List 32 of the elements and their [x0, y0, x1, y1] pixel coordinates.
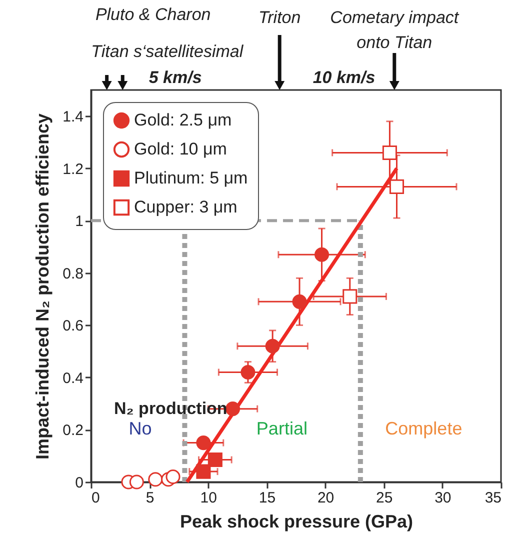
x-tick-label: 10: [200, 490, 217, 506]
x-axis-title: Peak shock pressure (GPa): [180, 512, 414, 532]
legend-label: Plutinum: 5 μm: [134, 168, 248, 188]
x-tick-label: 15: [258, 490, 276, 506]
text: Cometary impact onto Titan: [330, 8, 460, 52]
annotation: No: [128, 418, 152, 439]
text: Titan s‘satellitesimal: [91, 42, 244, 61]
y-tick-label: 0.4: [62, 370, 84, 387]
y-axis-title: Impact-induced N₂ production efficiency: [32, 113, 53, 460]
legend-label: Gold: 10 μm: [134, 140, 227, 158]
text: 10 km/s: [312, 68, 376, 87]
text: Pluto & Charon: [95, 5, 211, 24]
y-tick-label: 0.2: [62, 422, 84, 440]
annotation: N₂ production: [114, 398, 228, 418]
text: Triton: [258, 8, 301, 27]
x-tick-label: 20: [317, 490, 334, 506]
annotation: Partial: [256, 418, 308, 439]
y-tick-label: 0: [75, 474, 84, 492]
text: 5 km/s: [148, 68, 202, 87]
legend-label: Cupper: 3 μm: [134, 198, 238, 216]
y-tick-label: 0.6: [62, 318, 84, 335]
annotation: Complete: [385, 418, 462, 439]
x-tick-label: 35: [484, 490, 502, 506]
x-tick-label: 30: [434, 490, 452, 506]
y-tick-label: 1.2: [62, 160, 84, 178]
y-tick-label: 1: [75, 213, 84, 230]
x-tick-label: 25: [376, 490, 393, 506]
x-tick-label: 5: [146, 490, 154, 506]
x-tick-label: 0: [92, 490, 100, 506]
y-tick-label: 1.4: [62, 108, 84, 126]
legend-label: Gold: 2.5 μm: [134, 110, 232, 130]
y-tick-label: 0.8: [62, 265, 84, 282]
